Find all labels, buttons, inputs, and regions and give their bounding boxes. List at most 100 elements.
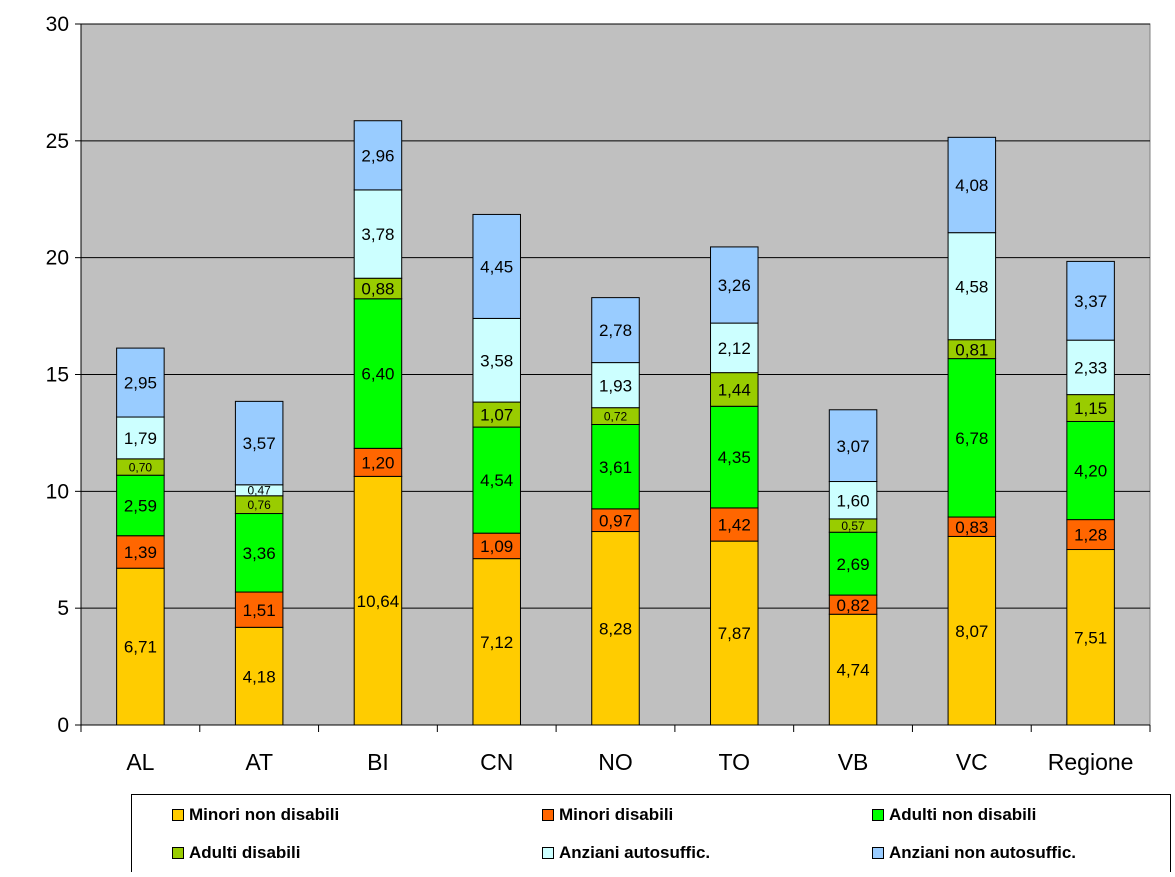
- data-label: 2,33: [1074, 358, 1107, 377]
- x-tick-label: VB: [838, 749, 869, 775]
- bar-segment: [710, 540, 759, 726]
- data-label: 0,70: [129, 460, 153, 474]
- data-label: 1,79: [124, 429, 157, 448]
- data-label: 1,28: [1074, 526, 1107, 545]
- x-tick-label: AT: [245, 749, 273, 775]
- data-label: 3,58: [480, 351, 513, 370]
- x-tick-label: TO: [719, 749, 751, 775]
- y-tick-label: 5: [57, 597, 69, 620]
- legend-label: Adulti non disabili: [889, 805, 1037, 824]
- legend-label: Minori non disabili: [189, 805, 340, 824]
- data-label: 0,72: [604, 409, 628, 423]
- bar-segment: [472, 401, 521, 428]
- bar-segment: [710, 246, 759, 324]
- data-label: 2,69: [837, 555, 870, 574]
- data-label: 3,36: [243, 544, 276, 563]
- y-tick-label: 20: [46, 247, 69, 270]
- legend-swatch: [872, 847, 884, 859]
- legend-item: Anziani non autosuffic.: [872, 843, 1076, 863]
- data-label: 3,26: [718, 276, 751, 295]
- data-label: 0,81: [955, 340, 988, 359]
- legend-item: Minori disabili: [542, 805, 673, 825]
- data-label: 3,61: [599, 458, 632, 477]
- data-label: 0,83: [955, 518, 988, 537]
- data-label: 4,08: [955, 176, 988, 195]
- chart-legend: Minori non disabili Minori disabili Adulti…: [131, 794, 1171, 872]
- data-label: 6,78: [955, 429, 988, 448]
- bar-segment: [472, 426, 521, 534]
- data-label: 4,74: [837, 661, 870, 680]
- data-label: 2,59: [124, 497, 157, 516]
- data-label: 6,40: [361, 365, 394, 384]
- bar-segment: [828, 531, 878, 596]
- data-label: 3,78: [361, 225, 394, 244]
- data-label: 1,15: [1074, 399, 1107, 418]
- bar-segment: [710, 372, 759, 407]
- bar-segment: [947, 232, 997, 341]
- data-label: 3,37: [1074, 292, 1107, 311]
- bar-segment: [353, 120, 403, 191]
- x-tick-label: VC: [956, 749, 988, 775]
- bar-segment: [1066, 394, 1115, 422]
- data-label: 0,47: [247, 484, 271, 498]
- bar-segment: [828, 613, 878, 726]
- data-label: 4,35: [718, 448, 751, 467]
- bar-segment: [1066, 339, 1115, 396]
- x-tick-label: NO: [598, 749, 633, 775]
- data-label: 1,60: [837, 491, 870, 510]
- bar-segment: [1066, 260, 1115, 341]
- data-label: 1,09: [480, 537, 513, 556]
- y-tick-label: 25: [46, 130, 69, 153]
- bar-segment: [591, 297, 640, 364]
- x-tick-label: BI: [367, 749, 389, 775]
- data-label: 0,97: [599, 511, 632, 530]
- x-tick-label: CN: [480, 749, 513, 775]
- y-tick-label: 10: [46, 480, 69, 503]
- legend-swatch: [542, 809, 554, 821]
- data-label: 7,51: [1074, 628, 1107, 647]
- data-label: 4,58: [955, 277, 988, 296]
- legend-item: Anziani autosuffic.: [542, 843, 710, 863]
- data-label: 1,42: [718, 516, 751, 535]
- x-tick-label: AL: [126, 749, 154, 775]
- data-label: 1,93: [599, 376, 632, 395]
- data-label: 0,57: [841, 519, 865, 533]
- data-label: 0,76: [247, 498, 271, 512]
- data-label: 1,07: [480, 406, 513, 425]
- data-label: 1,51: [243, 601, 276, 620]
- bar-segment: [1066, 420, 1115, 521]
- y-tick-label: 30: [46, 13, 69, 36]
- bar-segment: [234, 626, 284, 726]
- bar-segment: [591, 531, 640, 726]
- data-label: 2,78: [599, 321, 632, 340]
- legend-swatch: [542, 847, 554, 859]
- bar-segment: [353, 189, 403, 279]
- bar-segment: [116, 416, 165, 460]
- data-label: 0,82: [837, 596, 870, 615]
- data-label: 4,18: [243, 667, 276, 686]
- legend-label: Anziani autosuffic.: [559, 843, 711, 862]
- bar-segment: [472, 213, 521, 319]
- bar-segment: [1066, 549, 1115, 726]
- bar-segment: [710, 322, 759, 374]
- legend-label: Adulti disabili: [189, 843, 301, 862]
- bar-segment: [116, 567, 165, 726]
- bar-segment: [947, 136, 997, 234]
- data-label: 7,12: [480, 633, 513, 652]
- legend-item: Minori non disabili: [172, 805, 339, 825]
- legend-swatch: [872, 809, 884, 821]
- legend-item: Adulti disabili: [172, 843, 300, 863]
- legend-swatch: [172, 847, 184, 859]
- bar-segment: [828, 409, 878, 483]
- bar-segment: [828, 481, 878, 520]
- data-label: 3,57: [243, 434, 276, 453]
- legend-swatch: [172, 809, 184, 821]
- data-label: 7,87: [718, 624, 751, 643]
- data-label: 6,71: [124, 638, 157, 657]
- data-label: 4,54: [480, 471, 513, 490]
- data-label: 4,20: [1074, 462, 1107, 481]
- bar-segment: [234, 400, 284, 486]
- x-tick-label: Regione: [1048, 749, 1134, 775]
